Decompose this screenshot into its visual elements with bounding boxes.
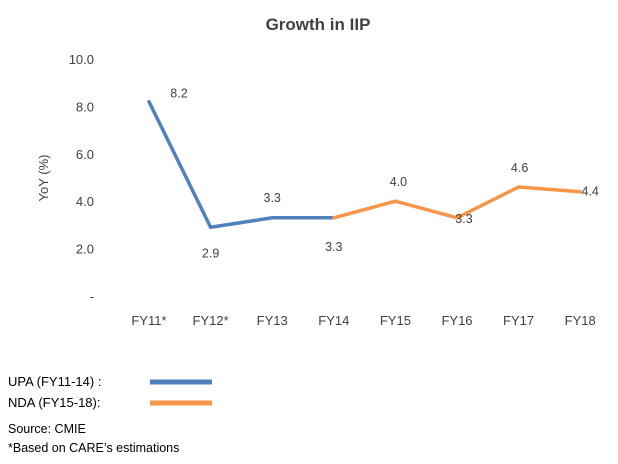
series-line xyxy=(332,185,582,220)
x-tick-label: FY15 xyxy=(380,313,411,328)
data-label: 4.0 xyxy=(390,175,407,189)
x-tick-label: FY18 xyxy=(565,313,596,328)
x-tick-label: FY16 xyxy=(441,313,472,328)
legend-label-upa: UPA (FY11-14) : xyxy=(8,374,101,389)
y-axis-ticks: - 2.0 4.0 6.0 8.0 10.0 xyxy=(69,52,94,304)
y-axis-label: YoY (%) xyxy=(36,155,51,202)
y-tick-label: 2.0 xyxy=(76,242,94,257)
source-note: Source: CMIE xyxy=(8,422,86,436)
data-label: 3.3 xyxy=(264,191,281,205)
x-axis-ticks: FY11* FY12* FY13 FY14 FY15 FY16 FY17 FY18 xyxy=(131,313,595,328)
x-tick-label: FY12* xyxy=(193,313,229,328)
x-tick-label: FY17 xyxy=(503,313,534,328)
legend: UPA (FY11-14) : NDA (FY15-18): xyxy=(8,374,212,410)
x-tick-label: FY14 xyxy=(318,313,349,328)
data-labels: 8.2 2.9 3.3 3.3 4.0 3.3 4.6 4.4 xyxy=(170,87,599,261)
data-label: 3.3 xyxy=(455,212,472,226)
data-label: 8.2 xyxy=(170,87,187,101)
x-tick-label: FY11* xyxy=(131,313,166,328)
legend-label-nda: NDA (FY15-18): xyxy=(8,395,100,410)
y-tick-label: 4.0 xyxy=(76,194,94,209)
y-tick-label: 10.0 xyxy=(69,52,94,67)
x-tick-label: FY13 xyxy=(257,313,288,328)
data-label: 4.6 xyxy=(511,161,528,175)
data-label: 2.9 xyxy=(202,246,219,260)
y-tick-label: 8.0 xyxy=(76,99,94,114)
data-label: 4.4 xyxy=(582,185,599,199)
chart-title: Growth in IIP xyxy=(266,15,371,34)
footnote: *Based on CARE’s estimations xyxy=(8,441,179,455)
series-line xyxy=(147,99,336,230)
data-label: 3.3 xyxy=(325,240,342,254)
y-tick-label: - xyxy=(90,289,94,304)
y-tick-label: 6.0 xyxy=(76,147,94,162)
series-lines xyxy=(147,99,582,230)
